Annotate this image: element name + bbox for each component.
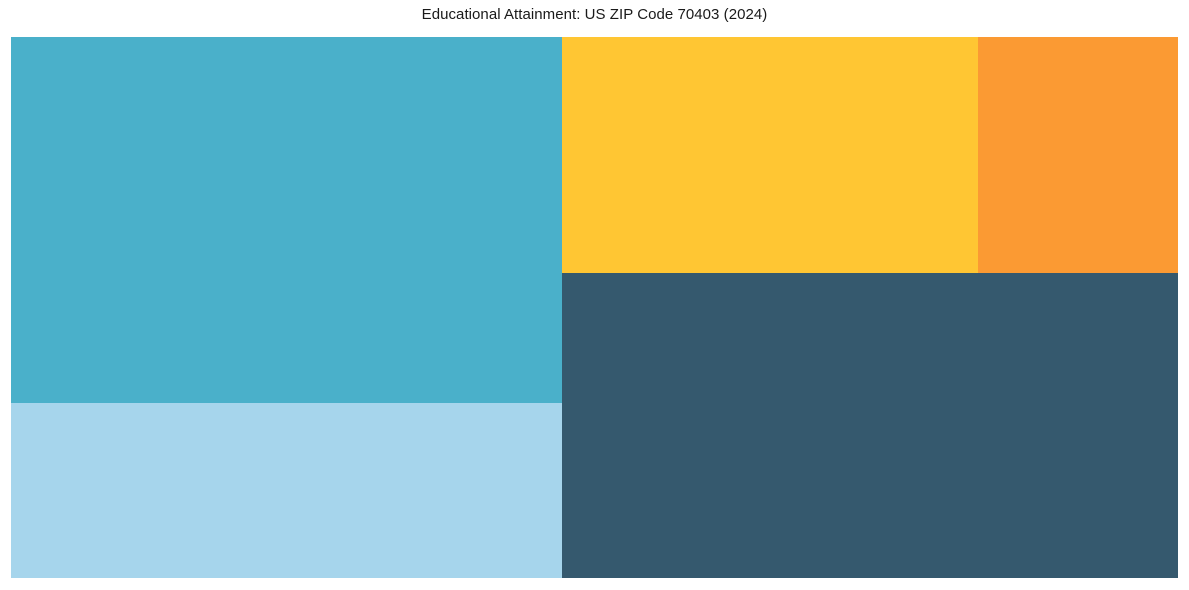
treemap-tile-less-than-high-school[interactable]: Less than high school — [978, 37, 1178, 273]
chart-title: Educational Attainment: US ZIP Code 7040… — [421, 6, 768, 23]
treemap-plot-area: Some college, no degree Bachelor's degre… — [11, 37, 1178, 578]
treemap-tile-graduate-degree[interactable]: Graduate or professional degree — [562, 273, 1178, 578]
treemap-tile-some-college[interactable]: Some college, no degree — [11, 37, 562, 403]
treemap-tile-bachelors-degree[interactable]: Bachelor's degree — [11, 403, 562, 578]
treemap-tile-high-school-graduate[interactable]: High school graduate — [562, 37, 978, 273]
